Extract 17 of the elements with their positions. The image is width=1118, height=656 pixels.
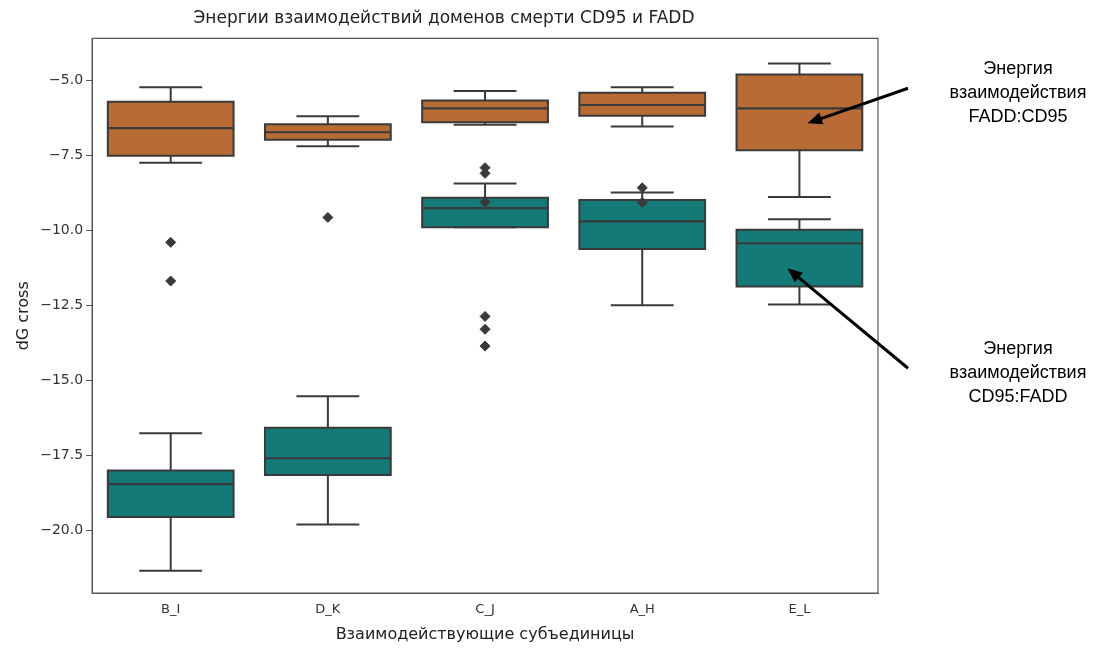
chart-title: Энергии взаимодействий доменов смерти CD95 и FADD	[193, 6, 695, 27]
x-tick-label: D_K	[315, 601, 341, 617]
x-tick-label: A_H	[629, 601, 655, 617]
y-tick-label: −17.5	[40, 445, 84, 462]
y-tick-label: −12.5	[40, 295, 84, 312]
y-tick-label: −10.0	[40, 220, 84, 237]
y-tick-label: −5.0	[49, 71, 84, 88]
x-tick-label: B_I	[161, 601, 181, 617]
text: Энергия взаимодействия FADD:CD95	[949, 58, 1087, 127]
x-tick-label: C_J	[475, 601, 495, 617]
text: Энергия взаимодействия CD95:FADD	[949, 338, 1087, 407]
x-axis-title: Взаимодействующие субъединицы	[335, 623, 635, 643]
x-tick-label: E_L	[788, 601, 812, 617]
y-tick-label: −15.0	[40, 370, 84, 387]
y-tick-label: −20.0	[40, 520, 84, 537]
y-axis-title: dG cross	[12, 281, 32, 351]
y-tick-label: −7.5	[49, 146, 84, 162]
